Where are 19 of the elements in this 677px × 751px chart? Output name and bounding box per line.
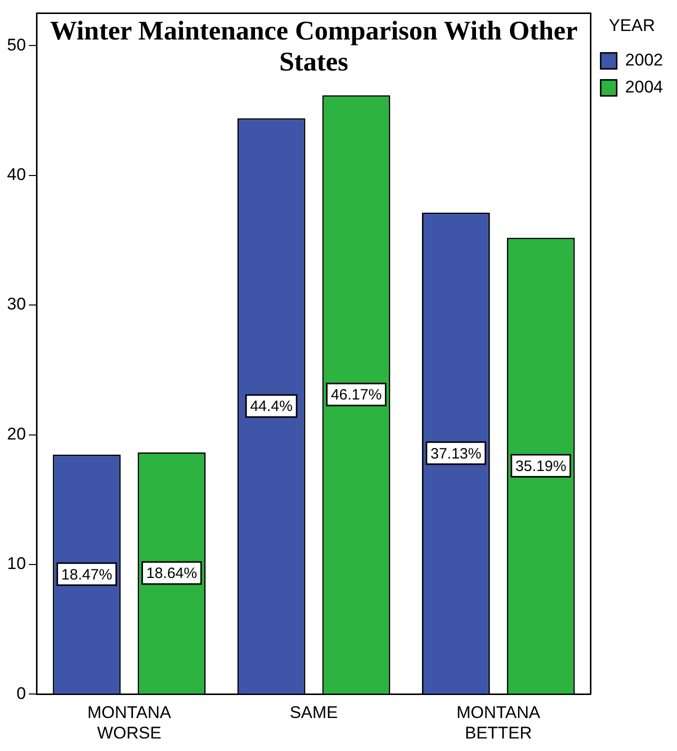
y-tick-label: 10 — [6, 554, 26, 574]
legend-label: 2002 — [625, 50, 664, 70]
legend-title: YEAR — [608, 16, 655, 36]
y-tick-label: 40 — [6, 165, 26, 184]
x-tick-label: SAME — [290, 703, 338, 722]
data-label: 44.4% — [250, 398, 293, 416]
x-tick-label: MONTANA WORSE — [87, 703, 172, 742]
legend-label: 2004 — [625, 78, 664, 97]
text: Winter Maintenance Comparison With Other States — [50, 16, 578, 77]
data-label: 18.64% — [146, 565, 198, 582]
data-label: 18.47% — [61, 566, 112, 584]
y-tick-label: 50 — [6, 35, 26, 54]
data-label: 37.13% — [430, 445, 482, 462]
data-label: 35.19% — [515, 458, 566, 475]
x-tick-label: MONTANA BETTER — [456, 703, 541, 742]
data-label: 46.17% — [330, 386, 382, 404]
y-tick-label: 30 — [6, 294, 26, 314]
y-tick-label: 20 — [6, 424, 26, 444]
y-tick-label: 0 — [16, 684, 26, 703]
